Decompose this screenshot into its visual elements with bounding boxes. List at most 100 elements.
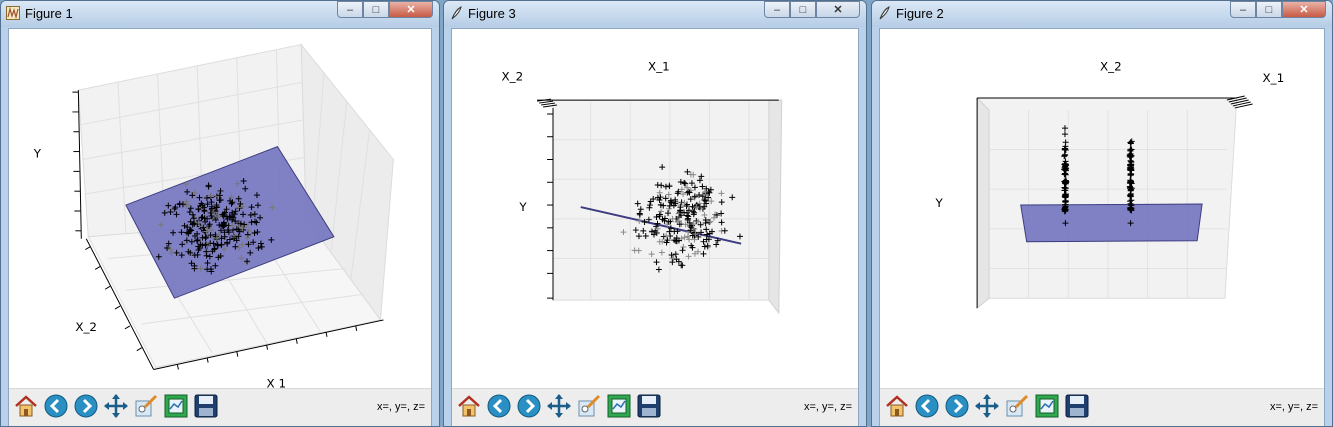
back-icon[interactable] [486,393,512,419]
scatter-marker [197,265,204,272]
scatter-marker [178,229,185,236]
coordinate-readout: x=, y=, z= [1270,401,1318,413]
scatter-marker [1127,162,1134,169]
scatter-marker [1127,154,1134,161]
minimize-button[interactable]: – [337,1,363,18]
save-icon[interactable] [636,393,662,419]
back-icon[interactable] [43,393,69,419]
figure-2-window: Figure 2 – □ ✕ [871,0,1333,427]
scatter-marker [688,180,695,187]
scatter-marker [184,224,191,231]
scatter-marker [1062,139,1069,146]
scatter-marker [254,202,261,209]
scatter-marker [216,197,223,204]
minimize-button[interactable]: – [764,1,790,18]
figure-canvas[interactable]: Y X_2 X 1 x=, y=, z= [8,28,432,426]
scatter-marker [632,227,639,234]
configure-subplots-icon[interactable] [1034,393,1060,419]
close-button[interactable]: ✕ [389,1,433,18]
scatter-marker [235,195,242,202]
close-button[interactable]: ✕ [816,1,860,18]
scatter-marker [202,218,209,225]
scatter-marker [677,204,684,211]
scatter-marker [232,208,239,215]
scatter-marker [1128,146,1135,153]
close-button[interactable]: ✕ [1282,1,1326,18]
home-icon[interactable] [884,393,910,419]
scatter-marker [681,209,688,216]
scatter-marker [201,204,208,211]
zoom-icon[interactable] [1004,393,1030,419]
plot-area-3d[interactable]: Y X_2 X 1 [9,29,431,392]
scatter-marker [219,211,226,218]
title-bar[interactable]: Figure 3 – □ ✕ [444,1,866,27]
axis-label-x2: X_2 [502,69,524,83]
scatter-marker [217,253,224,259]
axis-label-x1: X_1 [1263,71,1285,85]
scatter-marker [227,197,234,204]
scatter-marker [187,205,194,212]
scatter-marker [679,247,686,254]
window-title: Figure 1 [25,6,73,21]
scatter-marker [729,194,736,201]
configure-subplots-icon[interactable] [163,393,189,419]
scatter-marker [1061,131,1068,138]
maximize-button[interactable]: □ [1256,1,1282,18]
axis-label-x1: X 1 [267,376,286,390]
scatter-marker [714,237,721,244]
scatter-marker [248,204,255,211]
figure-1-window: Figure 1 – □ ✕ [0,0,440,427]
figure-canvas[interactable]: X_2 X_1 Y x=, y=, z= [879,28,1325,426]
home-icon[interactable] [13,393,39,419]
scatter-marker [207,209,214,216]
figure-canvas[interactable]: X_1 X_2 Y x=, y=, z= [451,28,859,426]
scatter-marker [705,194,712,201]
save-icon[interactable] [193,393,219,419]
scatter-marker [1062,151,1068,158]
scatter-marker [660,202,667,209]
minimize-button[interactable]: – [1230,1,1256,18]
home-icon[interactable] [456,393,482,419]
scatter-marker [167,209,174,215]
zoom-icon[interactable] [133,393,159,419]
maximize-button[interactable]: □ [363,1,389,18]
scatter-marker [200,224,207,231]
scatter-marker [668,252,675,259]
scatter-marker [230,214,237,221]
forward-icon[interactable] [944,393,970,419]
plot-area-3d[interactable]: X_1 X_2 Y [452,29,858,392]
scatter-marker [247,249,254,256]
x1-axis-ticks [153,319,384,370]
zoom-icon[interactable] [576,393,602,419]
scatter-marker [231,211,238,218]
scatter-marker [704,231,711,238]
scatter-marker [702,188,709,195]
pan-icon[interactable] [546,393,572,419]
scatter-marker [656,189,663,196]
scatter-marker [685,253,692,260]
scatter-marker [188,260,195,267]
forward-icon[interactable] [73,393,99,419]
configure-subplots-icon[interactable] [606,393,632,419]
plot-area-3d[interactable]: X_2 X_1 Y [880,29,1324,392]
scatter-marker [253,192,260,199]
pan-icon[interactable] [974,393,1000,419]
feather-icon [879,6,890,20]
regression-line [580,206,742,245]
title-bar[interactable]: Figure 1 – □ ✕ [1,1,439,27]
scatter-marker [635,233,642,240]
save-icon[interactable] [1064,393,1090,419]
title-bar[interactable]: Figure 2 – □ ✕ [872,1,1332,27]
maximize-button[interactable]: □ [790,1,816,18]
scatter-marker [648,251,655,258]
navigation-toolbar: x=, y=, z= [880,388,1324,426]
feather-icon [451,6,462,20]
pan-icon[interactable] [103,393,129,419]
forward-icon[interactable] [516,393,542,419]
scatter-marker [168,250,175,257]
scatter-marker [215,231,222,238]
scatter-marker [239,241,246,248]
back-icon[interactable] [914,393,940,419]
scatter-marker [713,241,720,248]
scatter-marker [1128,180,1135,187]
